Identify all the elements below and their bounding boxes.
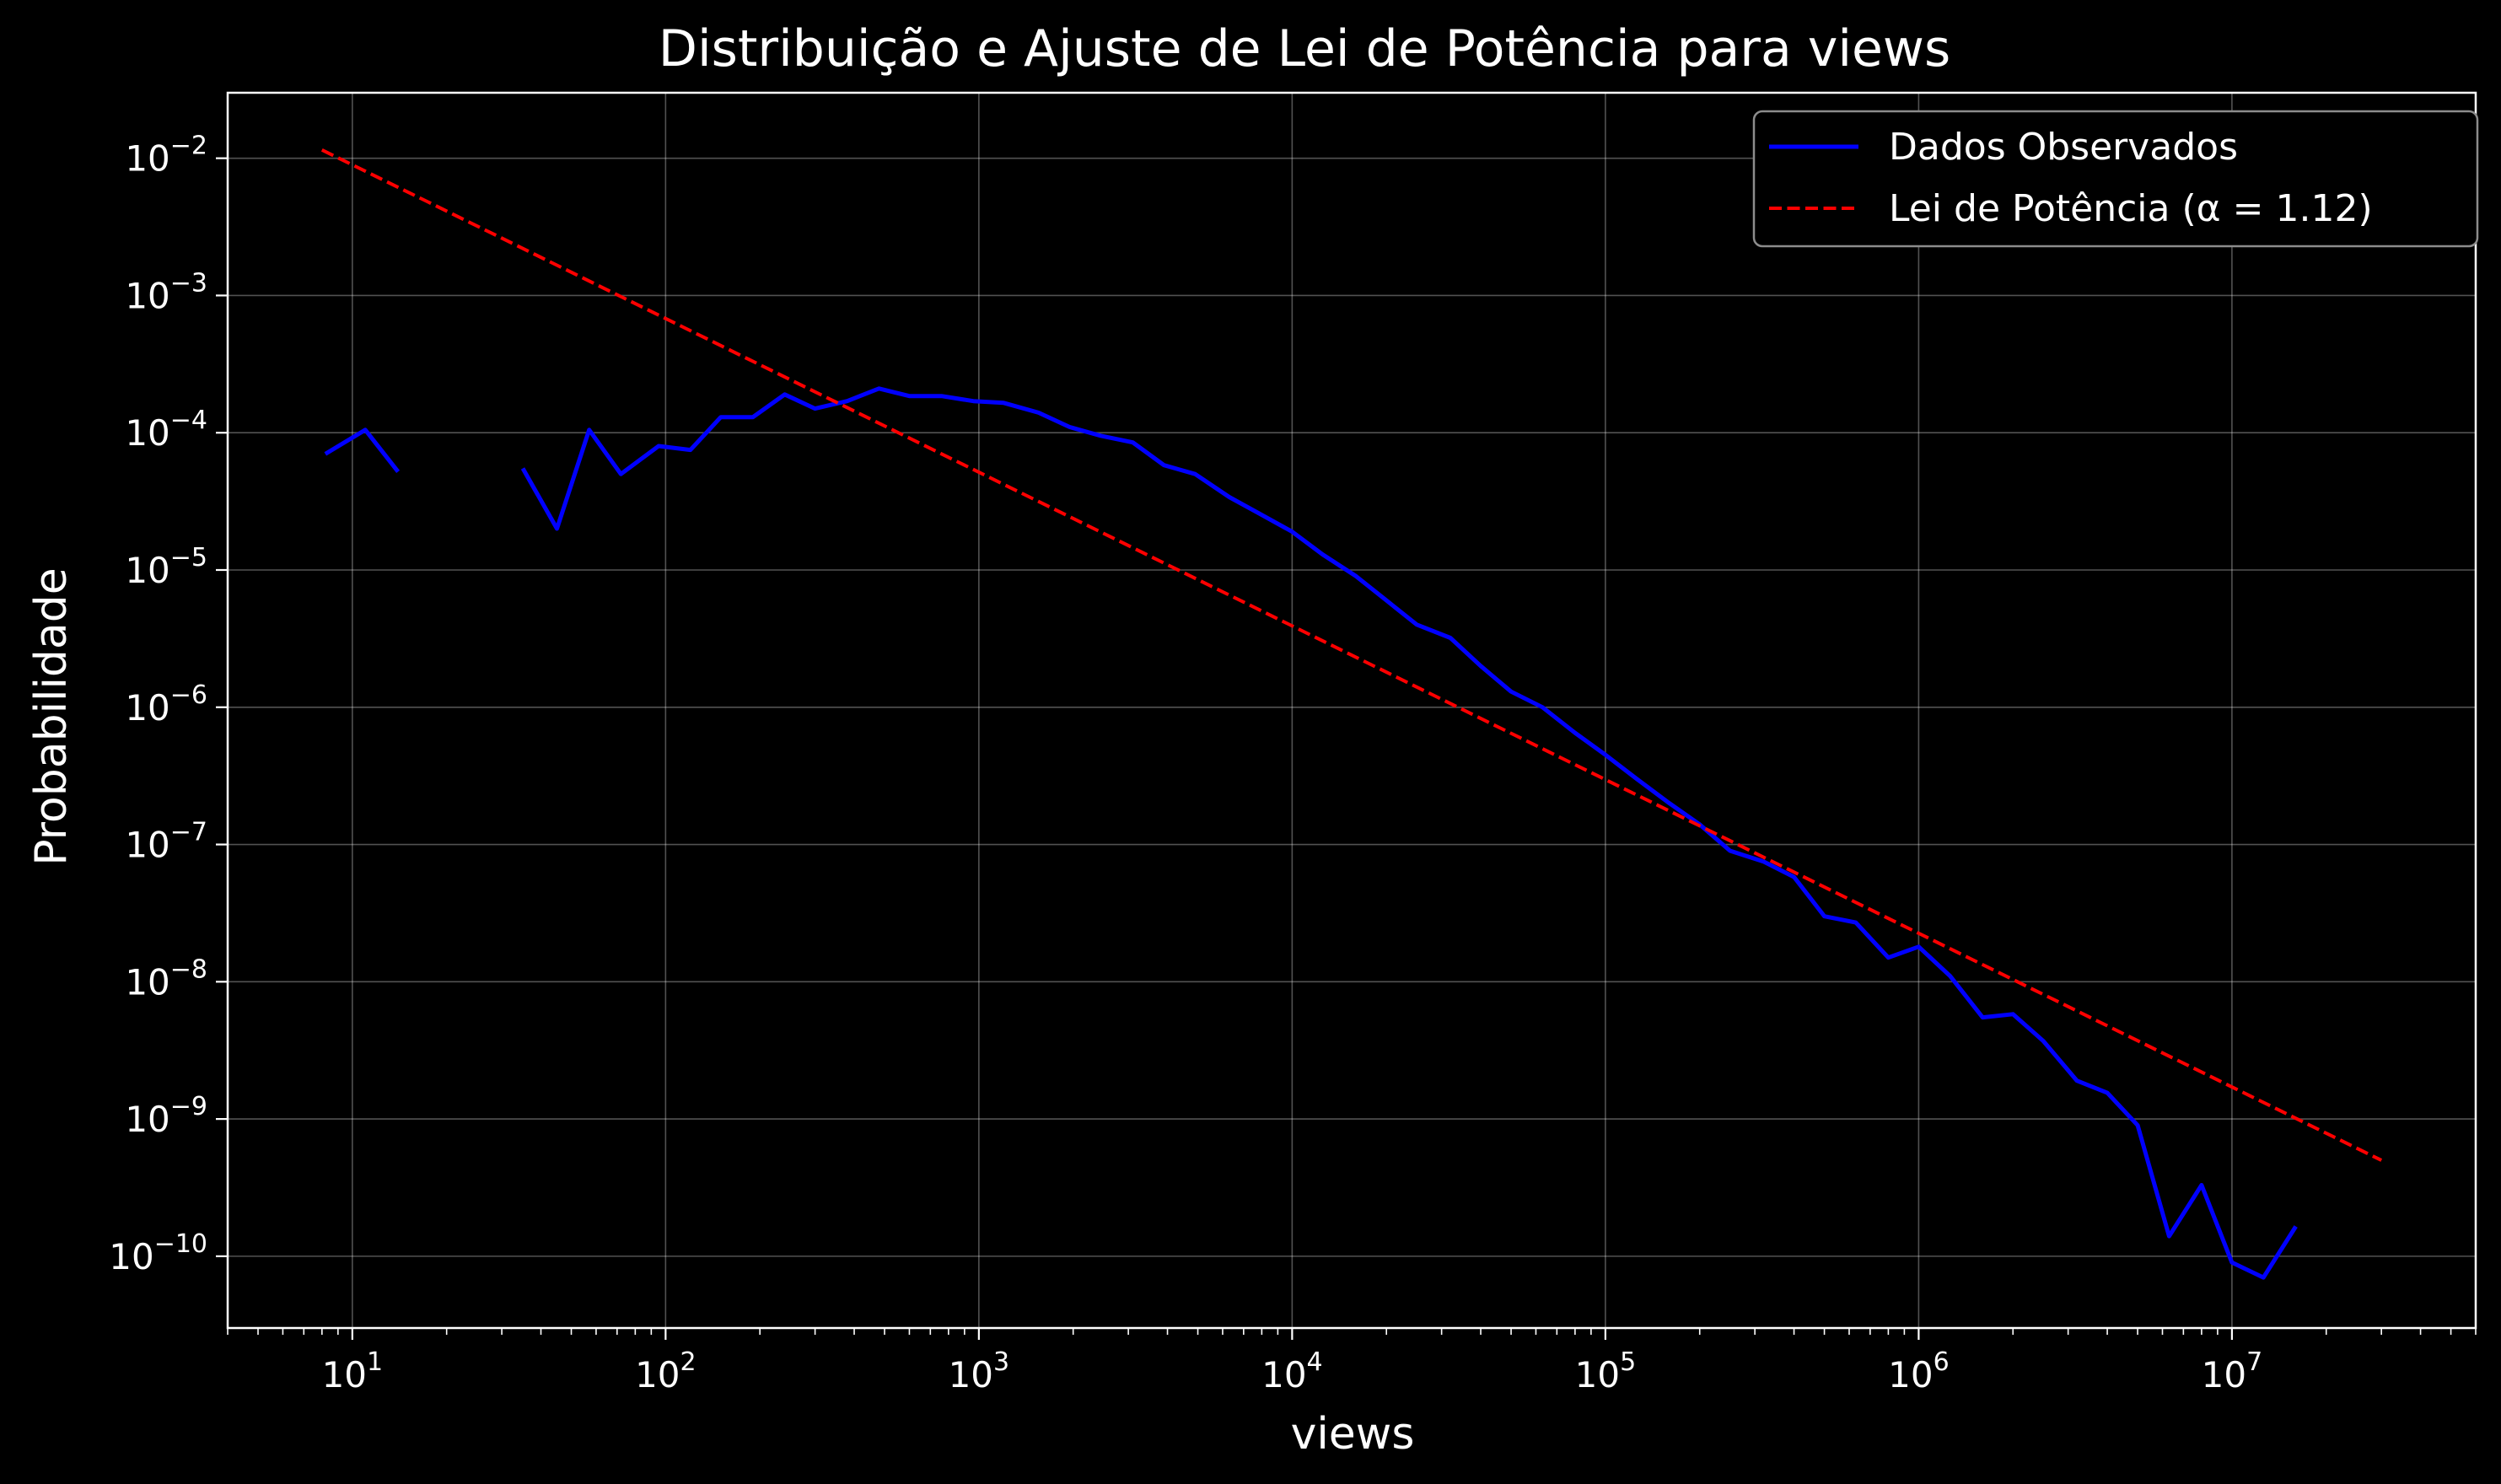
chart-title: Distribuição e Ajuste de Lei de Potência…: [659, 19, 1951, 78]
y-axis: 10−2 10−3 10−4 10−5 10−6 10−7 10−8 10−9 10−10: [109, 132, 228, 1277]
x-tick-label: 103: [949, 1347, 1010, 1395]
series-1: [320, 148, 2383, 1162]
x-tick-label: 105: [1575, 1347, 1637, 1395]
series-layer: [320, 148, 2383, 1280]
x-axis-label: views: [1291, 1409, 1415, 1460]
y-tick-label: 10−4: [125, 406, 207, 454]
y-tick-label: 10−2: [125, 132, 207, 180]
legend: Dados Observados Lei de Potência (α = 1.…: [1752, 110, 2479, 248]
x-axis: 101 102 103 104 105 106 107: [227, 1328, 2477, 1395]
y-tick-label: 10−10: [109, 1229, 207, 1277]
legend-label-dados-observados: Dados Observados: [1889, 126, 2238, 169]
x-tick-label: 104: [1261, 1347, 1323, 1395]
x-tick-label: 102: [635, 1347, 697, 1395]
series-line: [520, 386, 2298, 1280]
x-tick-label: 106: [1888, 1347, 1950, 1395]
y-tick-label: 10−6: [125, 680, 207, 729]
grid: [228, 93, 2476, 1328]
legend-label-lei-de-potencia: Lei de Potência (α = 1.12): [1889, 187, 2373, 230]
series-line: [324, 427, 401, 473]
axes-frame: [226, 91, 2477, 1330]
y-tick-label: 10−7: [125, 818, 207, 866]
x-tick-label: 107: [2202, 1347, 2263, 1395]
plot-area: 101 102 103 104 105 106 107 10−210−310−410−510…: [109, 91, 2477, 1395]
y-tick-label: 10−9: [125, 1092, 207, 1140]
y-axis-label: Probabilidade: [26, 567, 77, 866]
legend-box: [1752, 110, 2479, 248]
series-line: [320, 148, 2383, 1162]
y-tick-label: 10−8: [125, 954, 207, 1003]
y-tick-label: 10−3: [125, 268, 207, 316]
x-tick-label: 101: [322, 1347, 384, 1395]
series-0: [324, 386, 2298, 1280]
y-tick-label: 10−5: [125, 543, 207, 591]
